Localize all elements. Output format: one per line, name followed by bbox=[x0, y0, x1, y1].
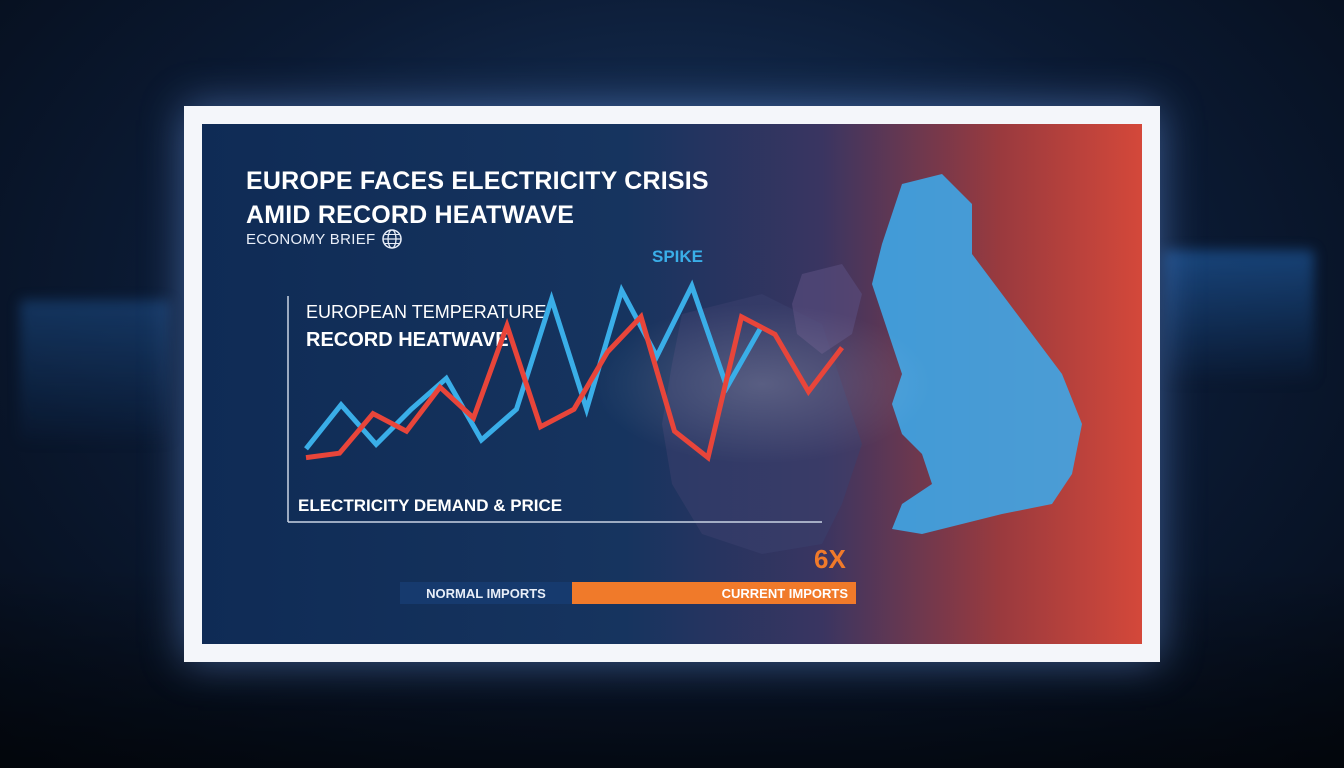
display-frame: EUROPE FACES ELECTRICITY CRISIS AMID REC… bbox=[184, 106, 1160, 662]
infographic-panel: EUROPE FACES ELECTRICITY CRISIS AMID REC… bbox=[202, 124, 1142, 644]
source-label: ECONOMY BRIEF bbox=[246, 228, 403, 250]
headline-line-2: AMID RECORD HEATWAVE bbox=[246, 201, 575, 229]
current-imports-segment: CURRENT IMPORTS bbox=[572, 582, 856, 604]
haze-glow bbox=[592, 304, 932, 464]
background-screen-right bbox=[1164, 250, 1314, 380]
line-chart: EUROPEAN TEMPERATURE RECORD HEATWAVE ELE… bbox=[287, 247, 844, 523]
normal-imports-segment: NORMAL IMPORTS bbox=[400, 582, 572, 604]
uk-landmass-shape bbox=[872, 174, 1082, 534]
series-2-label: ELECTRICITY DEMAND & PRICE bbox=[298, 496, 562, 515]
series-1-label: EUROPEAN TEMPERATURE bbox=[306, 302, 546, 322]
series-1-line bbox=[304, 279, 765, 451]
headline: EUROPE FACES ELECTRICITY CRISIS AMID REC… bbox=[246, 164, 709, 232]
series-layer bbox=[304, 279, 844, 462]
background-screen-left bbox=[20, 300, 170, 440]
source-text: ECONOMY BRIEF bbox=[246, 230, 376, 248]
headline-line-1: EUROPE FACES ELECTRICITY CRISIS bbox=[246, 167, 709, 195]
series-1-subtitle: RECORD HEATWAVE bbox=[306, 329, 509, 351]
europe-map-graphic bbox=[592, 174, 1082, 554]
globe-icon bbox=[382, 229, 403, 249]
imports-comparison-bar: NORMAL IMPORTS CURRENT IMPORTS bbox=[400, 582, 856, 604]
spike-annotation: SPIKE bbox=[652, 247, 703, 266]
import-multiplier: 6X bbox=[814, 544, 846, 574]
